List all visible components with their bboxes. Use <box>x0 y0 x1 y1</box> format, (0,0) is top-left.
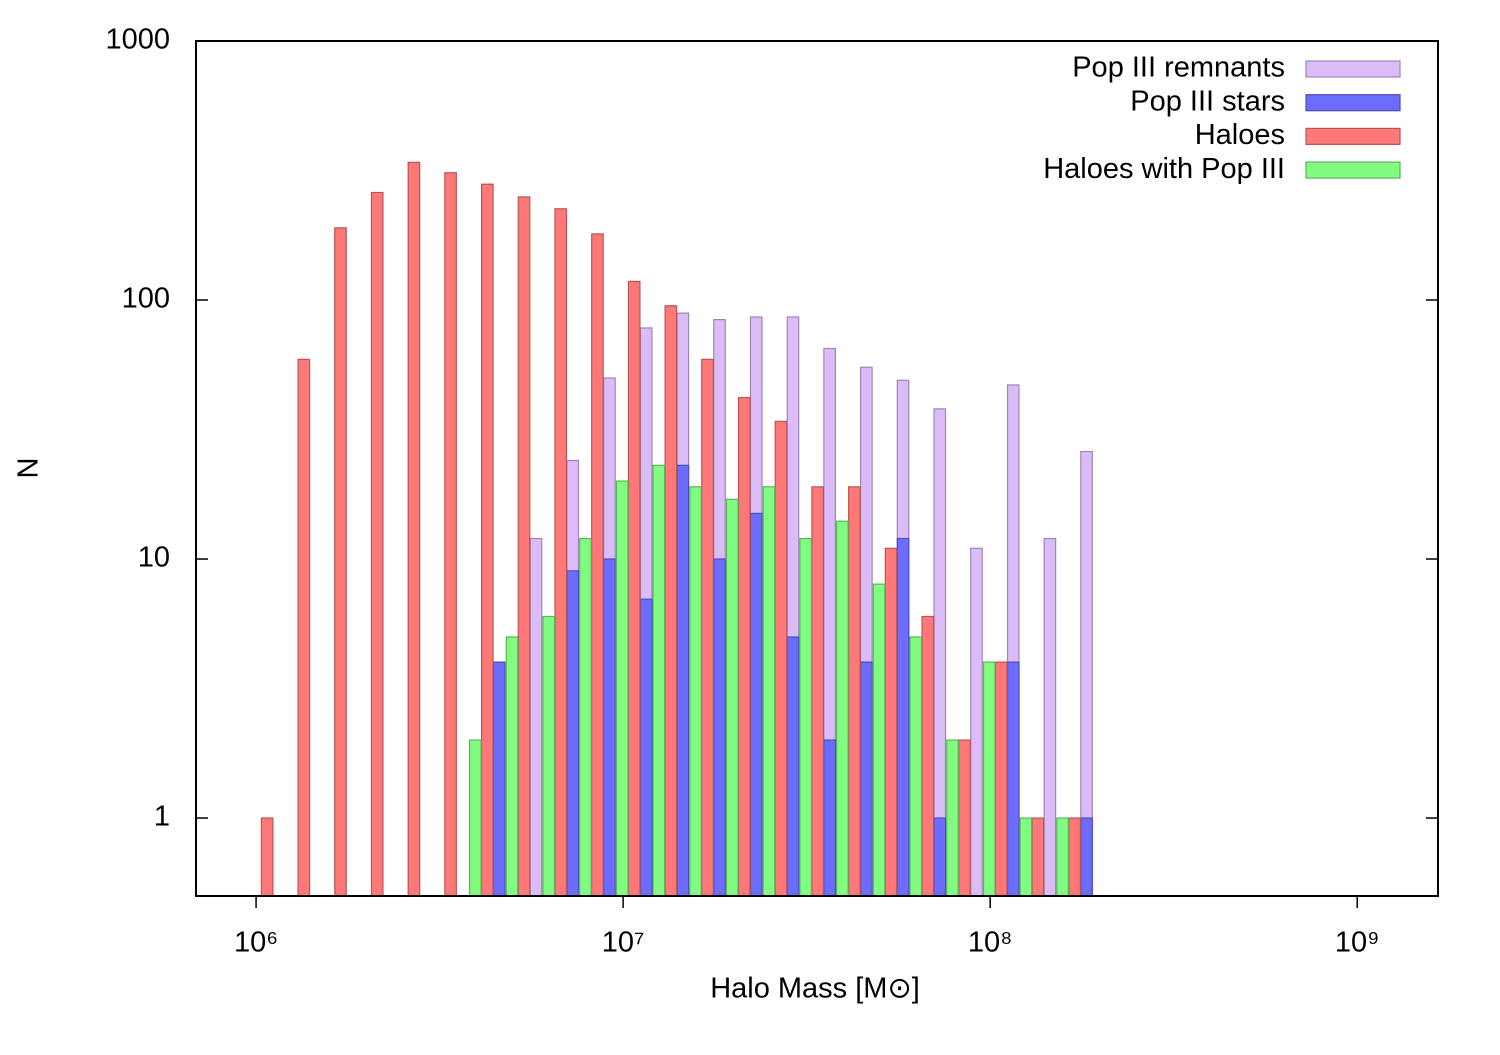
bar <box>566 570 580 897</box>
bar <box>542 615 556 897</box>
legend-swatch <box>1305 161 1401 179</box>
legend-swatch <box>1305 94 1401 112</box>
bar <box>836 520 849 897</box>
bar <box>444 172 457 897</box>
bar <box>946 739 959 897</box>
bar <box>615 480 629 897</box>
bar <box>896 537 910 897</box>
x-tick-label: 10⁶ <box>234 927 278 959</box>
bar <box>529 537 543 897</box>
y-tick-label: 10 <box>138 542 170 574</box>
bar <box>689 486 702 897</box>
bar <box>921 615 935 897</box>
bar <box>407 161 421 897</box>
bar <box>725 498 739 897</box>
bar <box>872 583 886 897</box>
y-tick-label: 1000 <box>105 24 170 56</box>
bar <box>860 661 873 897</box>
bar <box>884 547 898 897</box>
legend-label: Pop III stars <box>1130 85 1285 117</box>
bar <box>970 547 983 897</box>
bar <box>1006 661 1020 897</box>
bar <box>1068 817 1081 897</box>
bar <box>591 233 604 897</box>
bar <box>627 280 641 897</box>
bar <box>762 486 776 897</box>
legend-label: Haloes with Pop III <box>1043 153 1285 185</box>
bar <box>1031 817 1045 897</box>
bar <box>517 196 531 897</box>
x-axis-label: Halo Mass [M⊙] <box>710 973 920 1005</box>
y-tick-label: 100 <box>122 283 170 315</box>
bar <box>297 358 311 897</box>
bar <box>774 420 788 897</box>
bar <box>823 739 836 897</box>
bar <box>334 227 347 897</box>
bar <box>701 358 714 897</box>
bar <box>652 464 666 897</box>
legend-swatch <box>1305 127 1401 145</box>
legend-swatch <box>1305 60 1401 78</box>
bar <box>982 661 996 897</box>
legend-label: Haloes <box>1195 119 1285 151</box>
y-tick-label: 1 <box>154 801 170 833</box>
bar <box>370 191 384 897</box>
bar <box>1043 537 1057 897</box>
bar <box>749 512 763 897</box>
bar <box>492 661 506 897</box>
bar <box>579 537 592 897</box>
bar <box>786 636 800 897</box>
bar <box>260 817 274 897</box>
x-tick-label: 10⁸ <box>968 927 1013 959</box>
bar <box>713 558 726 897</box>
bar <box>554 208 568 897</box>
bar <box>958 739 971 897</box>
bar <box>994 661 1008 897</box>
bar <box>639 598 653 897</box>
bar <box>505 636 519 897</box>
bar <box>1056 817 1069 897</box>
legend-label: Pop III remnants <box>1072 52 1285 84</box>
bar <box>603 558 616 897</box>
x-tick-label: 10⁷ <box>602 927 645 959</box>
bar <box>933 817 947 897</box>
bar <box>737 396 751 897</box>
plot-frame <box>195 40 1439 897</box>
y-axis-label: N <box>13 458 45 479</box>
bar <box>909 636 923 897</box>
x-tick-label: 10⁹ <box>1335 927 1380 959</box>
bar <box>799 537 812 897</box>
bar <box>1080 817 1093 897</box>
bar <box>1019 817 1033 897</box>
bar <box>480 183 494 897</box>
bar <box>676 464 690 897</box>
bar <box>811 486 824 897</box>
bar <box>664 305 678 897</box>
bar <box>468 739 482 897</box>
bar <box>848 486 861 897</box>
